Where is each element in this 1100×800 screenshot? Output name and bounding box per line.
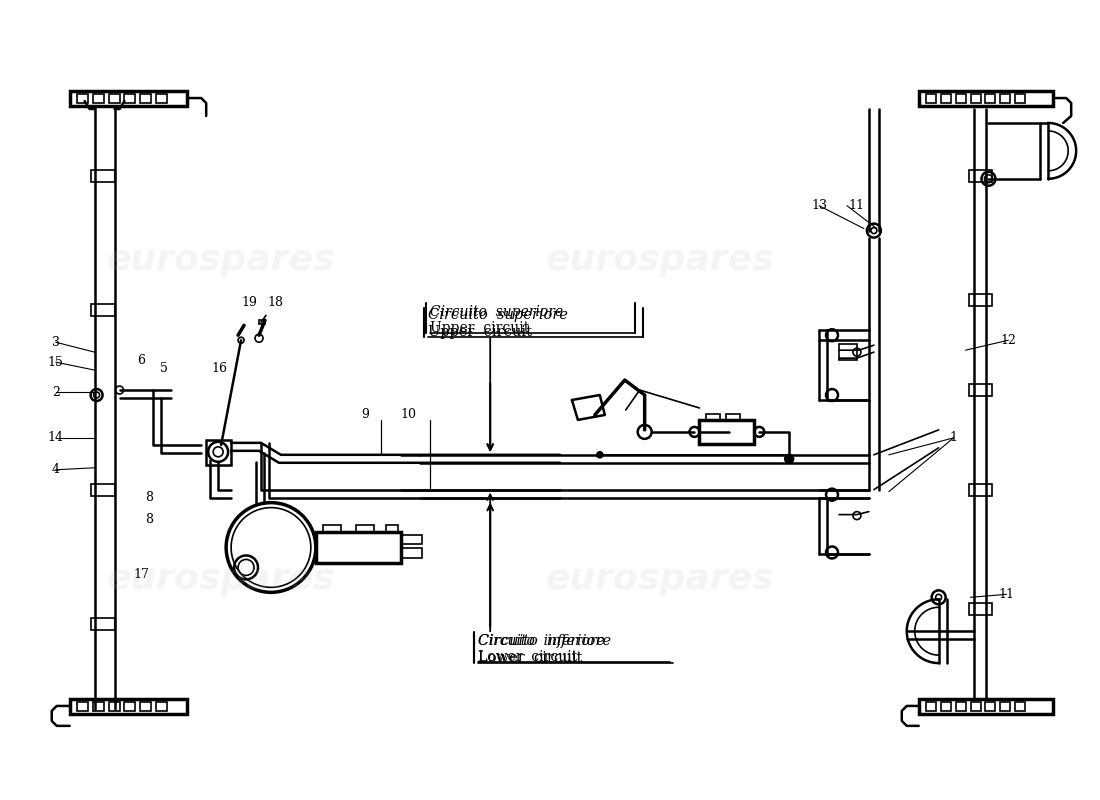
- Bar: [258, 320, 265, 324]
- Bar: [322, 525, 341, 533]
- Text: 11: 11: [849, 199, 865, 212]
- Text: 1: 1: [949, 431, 958, 444]
- Bar: [956, 702, 966, 711]
- Bar: [706, 414, 721, 421]
- Text: 11: 11: [999, 588, 1014, 601]
- Bar: [124, 94, 135, 103]
- Circle shape: [785, 455, 793, 462]
- Bar: [77, 94, 88, 103]
- Text: 9: 9: [362, 409, 370, 422]
- Bar: [156, 94, 167, 103]
- Text: Upper  circuit: Upper circuit: [428, 326, 532, 339]
- Bar: [109, 94, 120, 103]
- Bar: [726, 414, 740, 421]
- Text: 8: 8: [145, 491, 153, 504]
- Bar: [956, 94, 966, 103]
- Bar: [400, 549, 422, 558]
- Text: Circuito  superiore: Circuito superiore: [428, 308, 569, 322]
- Bar: [1000, 94, 1011, 103]
- Text: 14: 14: [47, 431, 64, 444]
- Text: Upper  circuit: Upper circuit: [430, 322, 530, 335]
- Bar: [918, 699, 1053, 714]
- Bar: [968, 484, 992, 496]
- Bar: [970, 702, 980, 711]
- Bar: [156, 702, 167, 711]
- Bar: [141, 94, 152, 103]
- Text: Lower  circuit: Lower circuit: [478, 651, 583, 665]
- Bar: [109, 702, 120, 711]
- Text: 17: 17: [133, 568, 150, 581]
- Text: 3: 3: [52, 336, 59, 349]
- Bar: [400, 534, 422, 545]
- Bar: [968, 384, 992, 396]
- Bar: [386, 525, 397, 533]
- Bar: [1015, 94, 1025, 103]
- Text: 8: 8: [145, 513, 153, 526]
- Bar: [141, 702, 152, 711]
- Text: 4: 4: [52, 463, 59, 476]
- Bar: [918, 91, 1053, 106]
- Bar: [940, 702, 950, 711]
- Bar: [926, 94, 936, 103]
- Text: 5: 5: [161, 362, 168, 374]
- Text: 10: 10: [400, 409, 417, 422]
- Bar: [316, 531, 400, 563]
- Bar: [90, 304, 114, 316]
- Text: 2: 2: [52, 386, 59, 398]
- Bar: [839, 344, 857, 360]
- Bar: [968, 294, 992, 306]
- Bar: [940, 94, 950, 103]
- Text: 19: 19: [241, 296, 257, 309]
- Text: 6: 6: [138, 354, 145, 366]
- Text: 18: 18: [267, 296, 283, 309]
- Bar: [92, 94, 103, 103]
- Bar: [986, 94, 996, 103]
- Circle shape: [597, 452, 603, 458]
- Text: eurospares: eurospares: [546, 243, 774, 278]
- Text: 13: 13: [811, 199, 827, 212]
- Bar: [90, 170, 114, 182]
- Text: Circuito  superiore: Circuito superiore: [430, 306, 563, 319]
- Bar: [926, 702, 936, 711]
- Text: 15: 15: [47, 356, 64, 369]
- Bar: [700, 420, 755, 444]
- Bar: [124, 702, 135, 711]
- Bar: [968, 603, 992, 615]
- Bar: [1000, 702, 1011, 711]
- Text: 12: 12: [1001, 334, 1016, 346]
- Text: eurospares: eurospares: [107, 562, 336, 596]
- Bar: [90, 484, 114, 496]
- Bar: [355, 525, 374, 533]
- Bar: [92, 702, 103, 711]
- Text: Circuito  inferiore: Circuito inferiore: [478, 634, 605, 648]
- Bar: [69, 699, 187, 714]
- Bar: [986, 702, 996, 711]
- Bar: [970, 94, 980, 103]
- Bar: [69, 91, 187, 106]
- Bar: [90, 618, 114, 630]
- Bar: [206, 440, 231, 465]
- Bar: [1015, 702, 1025, 711]
- Text: Lower  circuit: Lower circuit: [478, 650, 578, 664]
- Text: eurospares: eurospares: [107, 243, 336, 278]
- Bar: [968, 170, 992, 182]
- Text: 16: 16: [211, 362, 228, 374]
- Bar: [77, 702, 88, 711]
- Text: eurospares: eurospares: [546, 562, 774, 596]
- Text: Circuito  inferiore: Circuito inferiore: [478, 634, 612, 648]
